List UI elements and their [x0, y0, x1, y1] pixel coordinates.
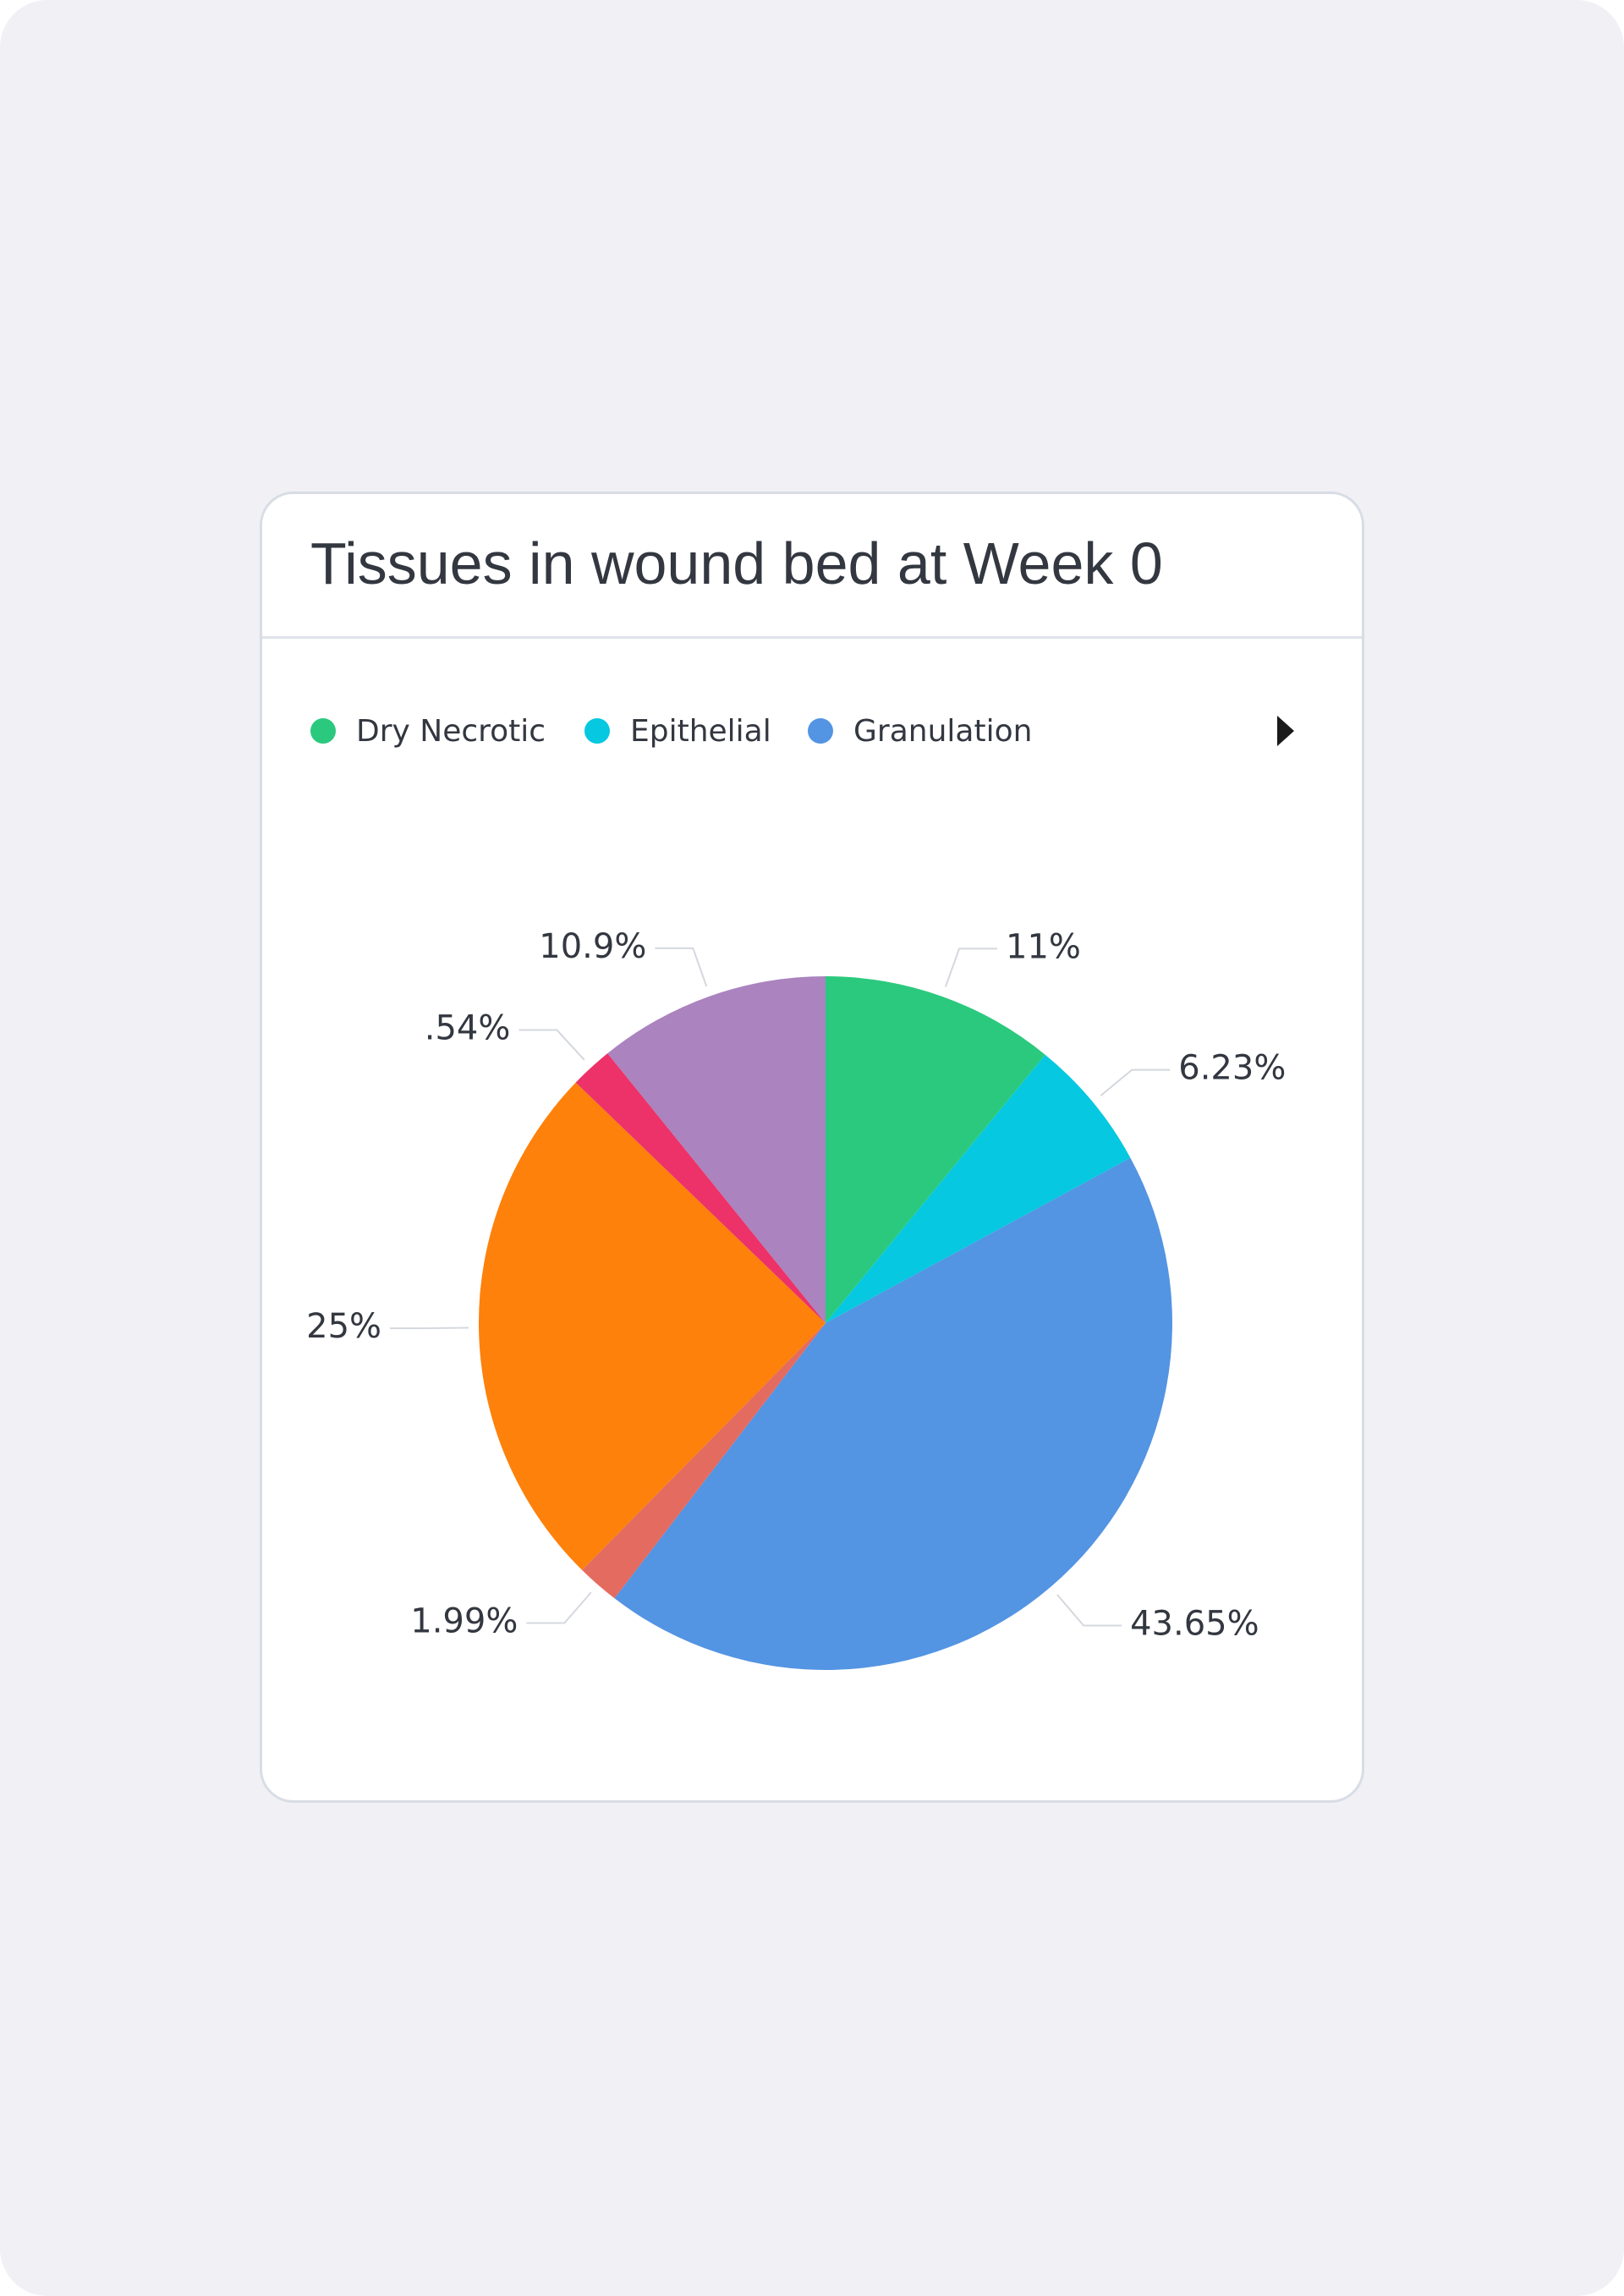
pie-slice-segment-7[interactable] [607, 976, 826, 1323]
leader-line-dry-necrotic [944, 948, 998, 987]
leader-line-epithelial [1100, 1068, 1171, 1096]
pie-slice-segment-6[interactable] [575, 1053, 826, 1323]
pie-slice-dry-necrotic[interactable] [826, 976, 1045, 1323]
leader-line-segment-4 [526, 1591, 592, 1624]
card-header: Tissues in wound bed at Week 0 [262, 494, 1362, 639]
data-label-dry-necrotic: 11% [1006, 927, 1081, 966]
data-label-segment-6: .54% [425, 1009, 511, 1048]
leader-line-granulation [1056, 1594, 1122, 1627]
chart-card: Tissues in wound bed at Week 0 Dry Necro… [260, 492, 1364, 1803]
pie-slice-segment-5[interactable] [478, 1082, 826, 1570]
pie-slice-segment-4[interactable] [582, 1323, 826, 1599]
data-label-segment-7: 10.9% [539, 927, 646, 966]
legend-marker-granulation [808, 718, 833, 744]
data-label-segment-5: 25% [306, 1307, 381, 1346]
data-label-epithelial: 6.23% [1178, 1049, 1286, 1088]
leader-line-segment-7 [655, 947, 708, 987]
leader-line-segment-6 [518, 1029, 585, 1061]
chart-legend: Dry Necrotic Epithelial Granulation [262, 706, 1362, 756]
data-label-segment-4: 1.99% [410, 1601, 518, 1640]
legend-item-epithelial[interactable]: Epithelial [584, 706, 771, 756]
pie-slice-granulation[interactable] [614, 1157, 1173, 1671]
legend-label-dry-necrotic: Dry Necrotic [356, 713, 546, 749]
data-label-granulation: 43.65% [1130, 1605, 1259, 1644]
chart-title: Tissues in wound bed at Week 0 [310, 530, 1163, 596]
legend-item-granulation[interactable]: Granulation [808, 706, 1032, 756]
leader-line-segment-5 [390, 1327, 469, 1330]
pie-slice-epithelial[interactable] [826, 1054, 1131, 1323]
legend-label-epithelial: Epithelial [630, 713, 771, 749]
pie-chart: 11% 6.23% 43.65% 1.99% 25% .54% 10.9% [306, 927, 1286, 1671]
legend-label-granulation: Granulation [853, 713, 1033, 749]
legend-marker-dry-necrotic [310, 718, 336, 744]
legend-item-dry-necrotic[interactable]: Dry Necrotic [310, 706, 546, 756]
legend-marker-epithelial [584, 718, 610, 744]
legend-next-page-caret-right-icon[interactable] [1269, 706, 1303, 756]
